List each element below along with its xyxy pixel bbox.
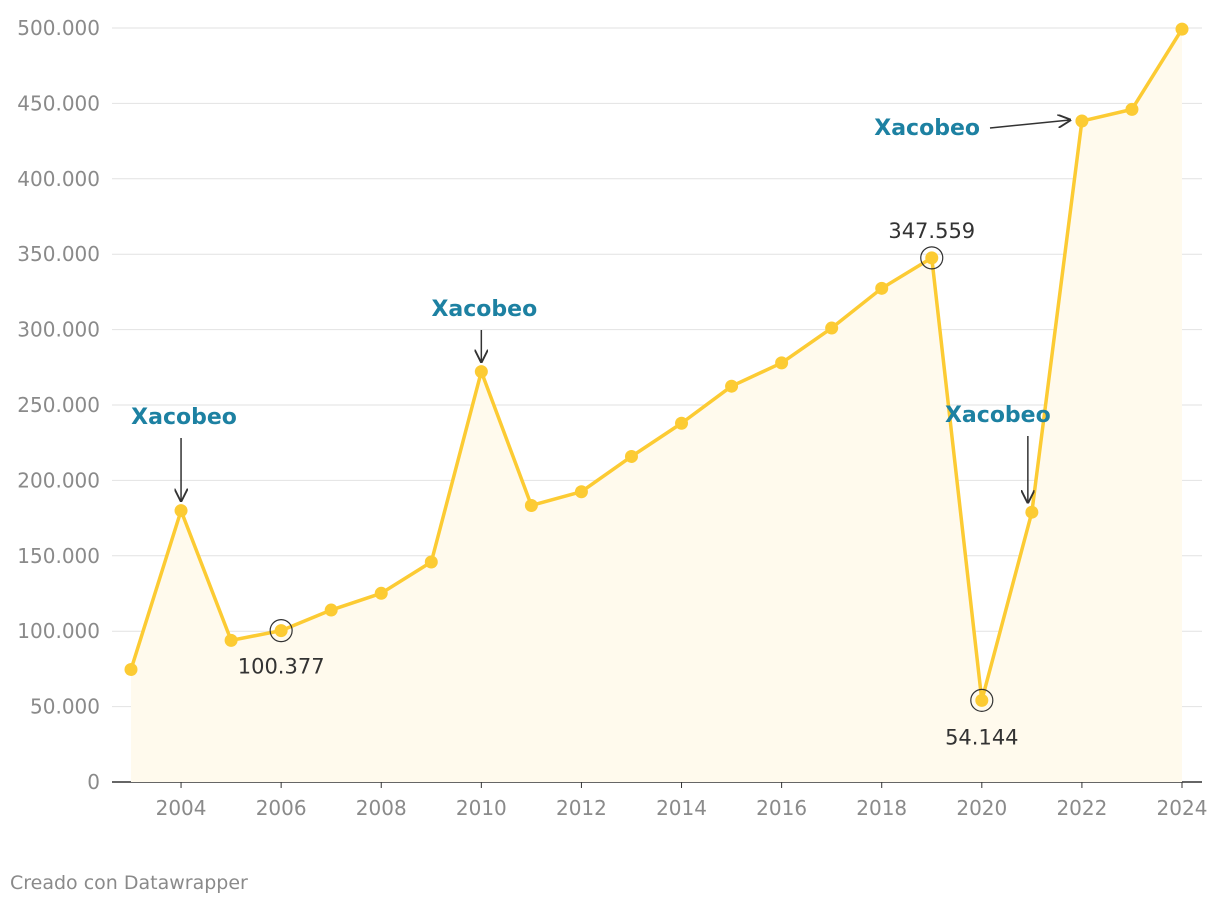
highlight-ring <box>269 619 293 643</box>
xacobeo-annotation: Xacobeo <box>431 297 537 322</box>
data-point-2004 <box>174 504 188 518</box>
x-tick-label: 2010 <box>456 796 507 820</box>
data-point-2016 <box>775 356 789 370</box>
y-tick-label: 50.000 <box>30 695 100 719</box>
xacobeo-annotation: Xacobeo <box>874 116 980 141</box>
value-labels: 100.377 347.559 54.144 <box>238 219 1019 749</box>
data-point-2014 <box>675 416 689 430</box>
data-point-2024 <box>1175 22 1189 36</box>
x-axis-ticks: 2004 2006 2008 2010 2012 2014 2016 2018 2020 2022… <box>156 782 1208 820</box>
data-point-2010 <box>474 365 488 379</box>
x-tick-label: 2006 <box>256 796 307 820</box>
data-point-2012 <box>574 485 588 499</box>
datawrapper-credit: Creado con Datawrapper <box>10 872 248 894</box>
data-point-2020 <box>975 693 989 707</box>
series-line-path <box>129 27 1184 703</box>
value-label: 100.377 <box>238 655 325 679</box>
value-label: 347.559 <box>888 219 975 243</box>
data-point-2022 <box>1075 114 1089 128</box>
data-point-2009 <box>424 555 438 569</box>
data-point-2003 <box>124 662 138 676</box>
y-tick-label: 100.000 <box>17 619 100 643</box>
x-tick-label: 2020 <box>956 796 1007 820</box>
y-tick-label: 150.000 <box>17 544 100 568</box>
xacobeo-annotation: Xacobeo <box>131 405 237 430</box>
x-tick-label: 2018 <box>856 796 907 820</box>
y-axis-ticks: 0 50.000 100.000 150.000 200.000 250.000 300.0… <box>17 16 100 794</box>
y-tick-label: 400.000 <box>17 167 100 191</box>
x-tick-label: 2016 <box>756 796 807 820</box>
data-point-2006 <box>274 624 288 638</box>
data-point-2013 <box>624 449 638 463</box>
data-points <box>124 22 1189 707</box>
pilgrims-area-chart: 0 50.000 100.000 150.000 200.000 250.000 300.0… <box>17 16 1208 820</box>
x-tick-label: 2012 <box>556 796 607 820</box>
data-point-2011 <box>524 498 538 512</box>
area-fill <box>131 29 1182 783</box>
x-tick-label: 2022 <box>1056 796 1107 820</box>
series-area <box>131 29 1182 783</box>
data-point-2008 <box>374 586 388 600</box>
data-point-2007 <box>324 603 338 617</box>
annotation-arrow <box>989 120 1070 129</box>
highlight-ring <box>920 246 944 270</box>
xacobeo-annotation: Xacobeo <box>945 403 1051 428</box>
y-tick-label: 350.000 <box>17 242 100 266</box>
x-tick-label: 2004 <box>156 796 207 820</box>
y-tick-label: 450.000 <box>17 91 100 115</box>
value-label: 54.144 <box>945 725 1018 749</box>
y-tick-label: 200.000 <box>17 468 100 492</box>
xacobeo-annotations: Xacobeo Xacobeo Xacobeo Xacobeo <box>131 116 1070 502</box>
highlight-ring <box>970 688 994 712</box>
y-tick-label: 250.000 <box>17 393 100 417</box>
y-tick-label: 500.000 <box>17 16 100 40</box>
data-point-2018 <box>875 281 889 295</box>
data-point-2021 <box>1025 505 1039 519</box>
x-tick-label: 2024 <box>1157 796 1208 820</box>
y-tick-label: 0 <box>87 770 100 794</box>
data-point-2019 <box>925 251 939 265</box>
data-point-2015 <box>725 379 739 393</box>
data-point-2023 <box>1125 102 1139 116</box>
data-point-2017 <box>825 321 839 335</box>
y-tick-label: 300.000 <box>17 318 100 342</box>
x-tick-label: 2014 <box>656 796 707 820</box>
series-line <box>129 27 1184 703</box>
x-tick-label: 2008 <box>356 796 407 820</box>
data-point-2005 <box>224 633 238 647</box>
